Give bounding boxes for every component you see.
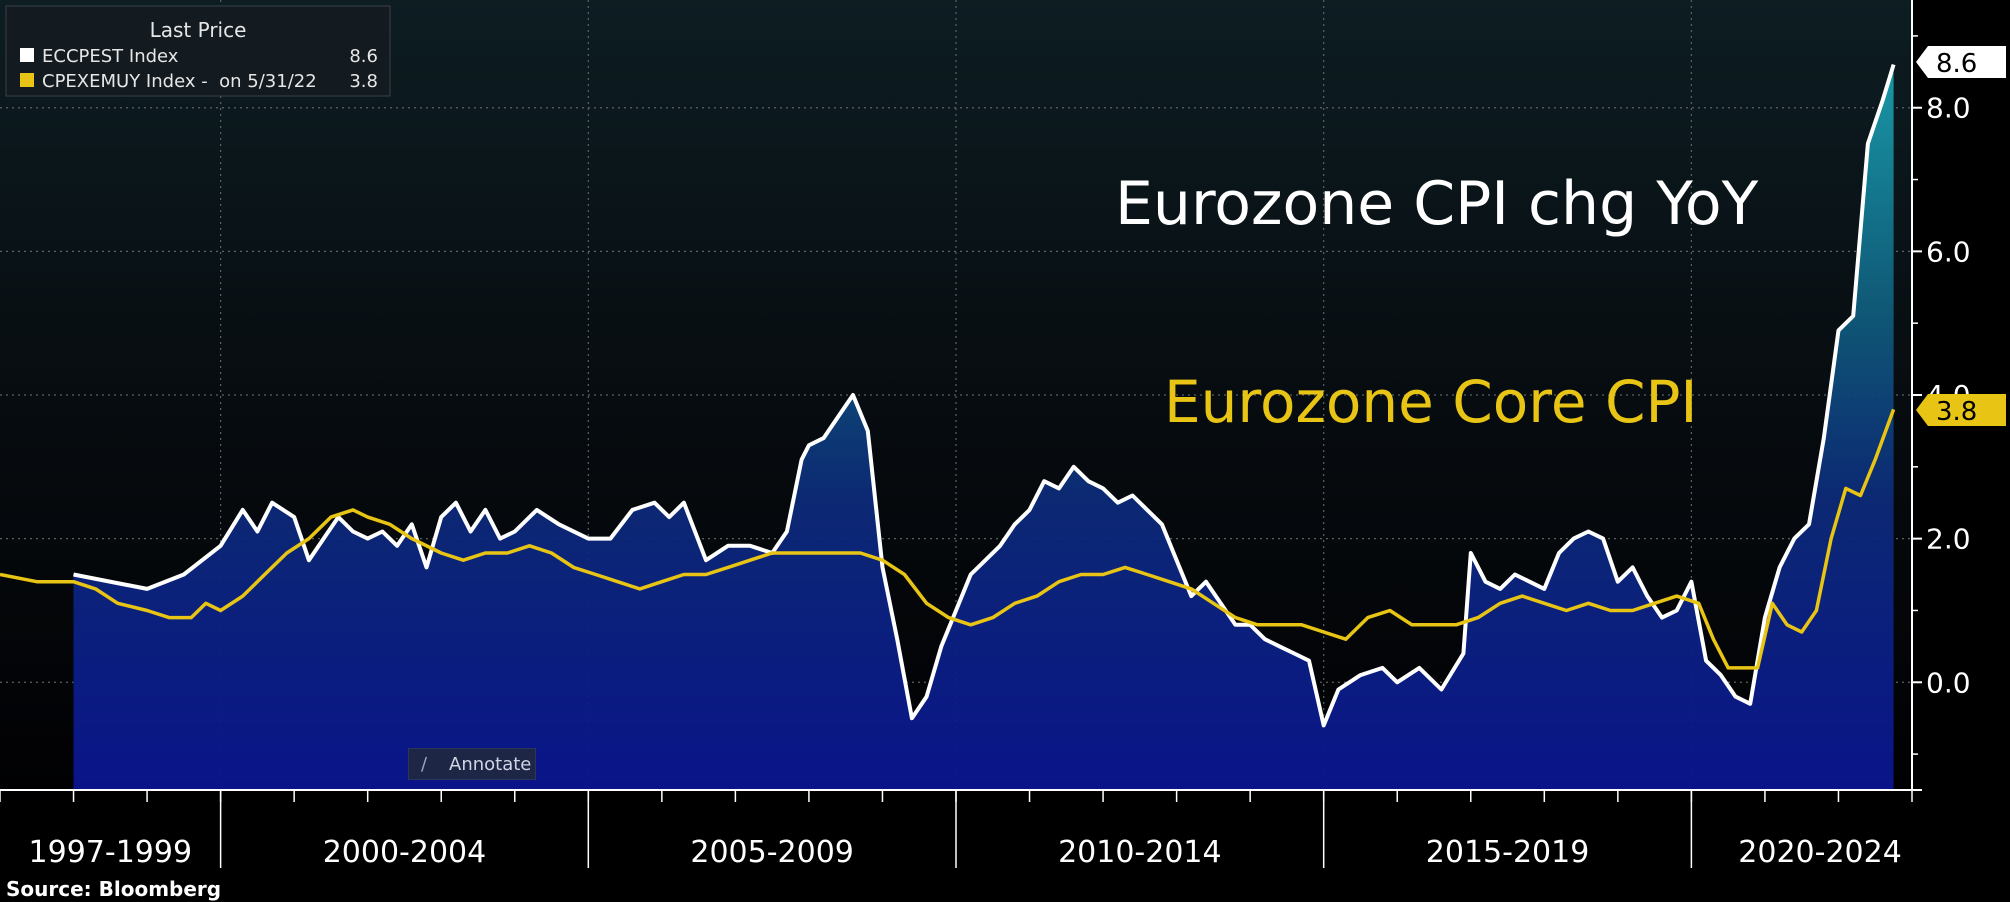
legend-label-cpexemuy: CPEXEMUY Index - on 5/31/22	[42, 71, 317, 92]
annotation-cpi-yoy: Eurozone CPI chg YoY	[1115, 169, 1759, 239]
legend-swatch-cpexemuy	[20, 73, 34, 87]
series-area	[73, 64, 1894, 790]
legend-value-eccpest: 8.6	[349, 46, 378, 67]
source-label: Source: Bloomberg	[6, 877, 221, 901]
legend-label-eccpest: ECCPEST Index	[42, 46, 179, 67]
y-tick-label: 0.0	[1926, 666, 1971, 699]
last-value-tag-eccpest-text: 8.6	[1936, 49, 1977, 79]
legend: Last Price ECCPEST Index 8.6 CPEXEMUY In…	[5, 5, 391, 97]
x-axis: 1997-1999 2000-2004 2005-2009 2010-2014 2015…	[0, 790, 1913, 870]
last-value-tag-eccpest-shape	[1916, 46, 2006, 78]
last-value-tag-cpexemuy-text: 3.8	[1936, 397, 1977, 427]
x-period-label: 2005-2009	[690, 835, 854, 870]
series-lines	[0, 64, 1896, 728]
annotation-core-cpi: Eurozone Core CPI	[1164, 368, 1698, 436]
series-area-0	[73, 64, 1894, 790]
y-tick-label: 2.0	[1926, 523, 1971, 556]
legend-title: Last Price	[150, 18, 247, 42]
legend-swatch-eccpest	[20, 48, 34, 62]
x-period-label: 2015-2019	[1426, 835, 1590, 870]
last-value-tag-eccpest: 8.6	[1916, 46, 2006, 79]
pencil-icon: ∕	[421, 754, 428, 775]
legend-box	[5, 5, 391, 97]
y-tick-label: 6.0	[1926, 235, 1971, 268]
legend-value-cpexemuy: 3.8	[349, 71, 378, 92]
x-period-label: 2010-2014	[1058, 835, 1222, 870]
annotate-label: Annotate	[449, 754, 532, 775]
series-line-1	[0, 408, 1896, 670]
x-period-label: 2000-2004	[323, 835, 487, 870]
series-line-0	[73, 64, 1896, 728]
x-period-label: 1997-1999	[29, 835, 193, 870]
last-value-tag-cpexemuy-shape	[1916, 394, 2006, 426]
y-tick-label: 8.0	[1926, 92, 1971, 125]
last-value-tag-cpexemuy: 3.8	[1916, 394, 2006, 427]
annotate-button[interactable]: ∕ Annotate	[408, 748, 536, 780]
x-period-label: 2020-2024	[1738, 835, 1902, 870]
